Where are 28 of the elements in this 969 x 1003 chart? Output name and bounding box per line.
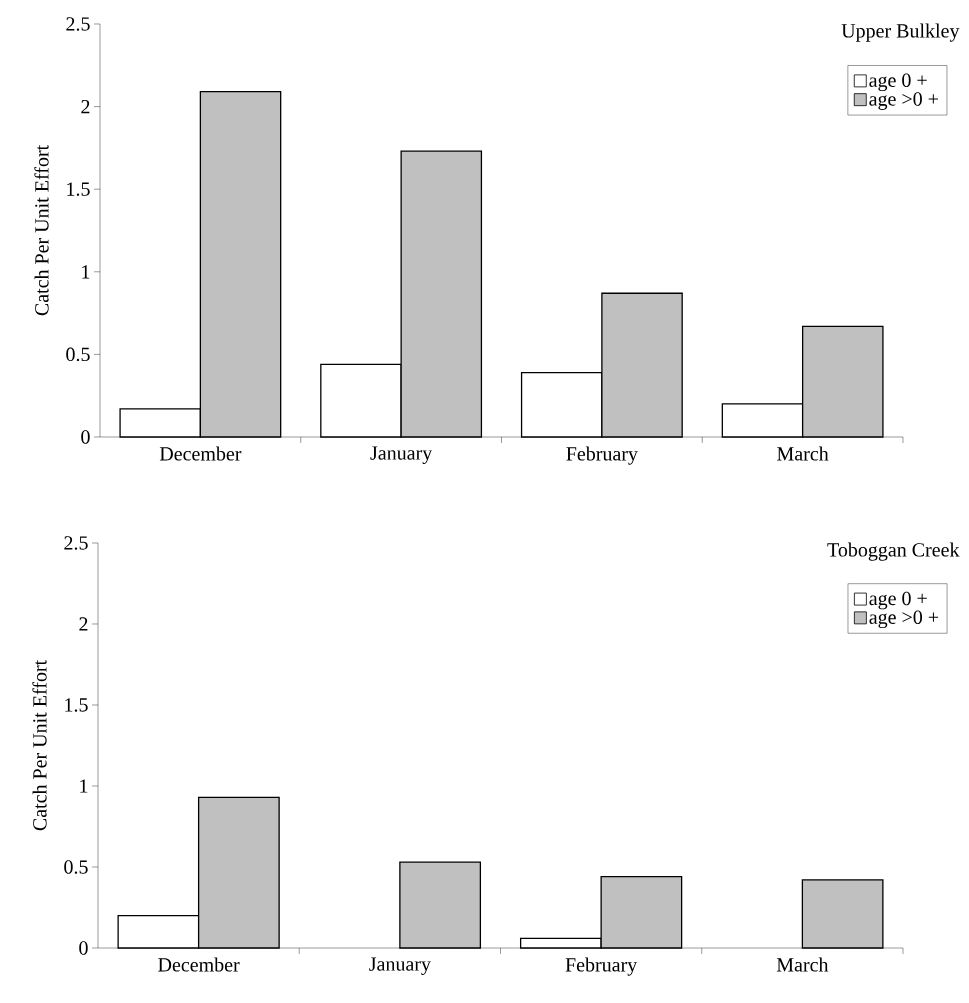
y-tick-label: 2 — [79, 617, 88, 631]
x-tick-label: March — [776, 957, 829, 972]
chart-title: Upper Bulkley — [841, 23, 960, 42]
x-tick-label: February — [565, 957, 638, 976]
y-tick-label: 1.5 — [67, 182, 90, 196]
y-axis-title: Catch Per Unit Effort — [32, 659, 47, 831]
x-tick-label: December — [159, 446, 242, 461]
y-tick-label: 2.5 — [64, 536, 88, 550]
y-tick-label: 2.5 — [66, 17, 90, 31]
legend-label: age 0 + — [869, 73, 927, 92]
y-tick-label: 0.5 — [64, 860, 88, 874]
x-tick-label: March — [777, 446, 829, 461]
legend-label: age >0 + — [869, 92, 938, 110]
chart-title: Toboggan Creek — [827, 542, 960, 561]
y-tick-label: 0 — [79, 941, 88, 955]
y-tick-label: 1.5 — [65, 698, 88, 712]
y-tick-label: 2 — [81, 99, 90, 114]
y-axis-title: Catch Per Unit Effort — [34, 144, 49, 316]
legend-label: age >0 + — [869, 610, 939, 629]
x-tick-label: December — [158, 957, 240, 972]
x-tick-label: February — [566, 446, 638, 465]
x-tick-label: January — [369, 957, 431, 975]
y-tick-label: 0.5 — [66, 347, 90, 362]
y-tick-label: 0 — [81, 430, 90, 444]
x-tick-label: January — [370, 446, 433, 464]
legend-label: age 0 + — [869, 591, 927, 610]
y-tick-label: 1 — [82, 265, 90, 279]
y-tick-label: 1 — [80, 779, 88, 793]
